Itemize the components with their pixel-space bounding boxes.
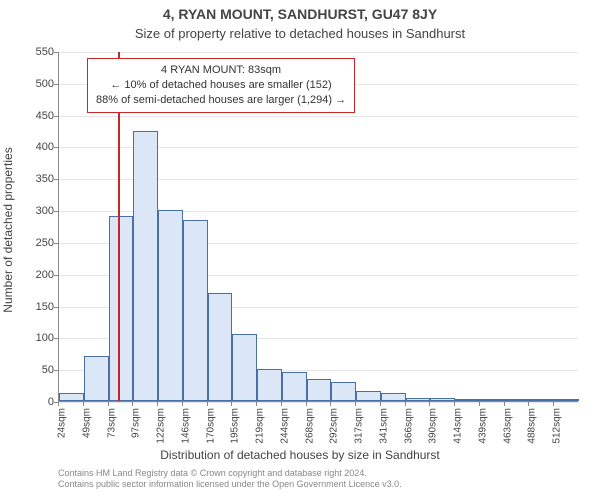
histogram-bar (356, 391, 381, 401)
chart-title-main: 4, RYAN MOUNT, SANDHURST, GU47 8JY (0, 6, 600, 22)
x-tick-mark (429, 402, 430, 406)
histogram-bar (480, 399, 505, 401)
x-tick-label: 170sqm (205, 408, 216, 444)
x-tick-label: 24sqm (57, 408, 68, 438)
histogram-bar (158, 210, 183, 401)
y-tick-label: 100 (14, 332, 54, 344)
histogram-bar (59, 393, 84, 401)
y-axis-label: Number of detached properties (1, 147, 15, 312)
chart-title-sub: Size of property relative to detached ho… (0, 26, 600, 41)
y-tick-label: 0 (14, 396, 54, 408)
x-tick-mark (281, 402, 282, 406)
y-tick-label: 450 (14, 110, 54, 122)
x-tick-mark (231, 402, 232, 406)
histogram-bar (505, 399, 530, 401)
x-tick-label: 268sqm (304, 408, 315, 444)
histogram-bar (84, 356, 109, 401)
x-tick-label: 73sqm (106, 408, 117, 438)
x-tick-mark (157, 402, 158, 406)
y-tick-label: 350 (14, 173, 54, 185)
x-tick-label: 512sqm (552, 408, 563, 444)
histogram-bar (381, 393, 406, 401)
grid-line (59, 402, 578, 403)
y-tick-label: 300 (14, 205, 54, 217)
histogram-bar (257, 369, 282, 401)
x-tick-label: 317sqm (354, 408, 365, 444)
histogram-bar (282, 372, 307, 401)
x-tick-mark (83, 402, 84, 406)
x-tick-mark (306, 402, 307, 406)
x-tick-mark (58, 402, 59, 406)
x-tick-mark (330, 402, 331, 406)
x-tick-mark (355, 402, 356, 406)
info-annotation-box: 4 RYAN MOUNT: 83sqm ← 10% of detached ho… (87, 58, 355, 113)
x-tick-mark (256, 402, 257, 406)
histogram-bar (455, 399, 480, 401)
x-tick-mark (553, 402, 554, 406)
y-tick-label: 250 (14, 237, 54, 249)
x-tick-mark (504, 402, 505, 406)
x-tick-mark (380, 402, 381, 406)
grid-line (59, 116, 578, 117)
x-tick-label: 122sqm (156, 408, 167, 444)
x-tick-label: 463sqm (502, 408, 513, 444)
x-tick-label: 244sqm (279, 408, 290, 444)
histogram-bar (232, 334, 257, 401)
x-tick-mark (182, 402, 183, 406)
footer-attribution: Contains HM Land Registry data © Crown c… (58, 468, 402, 490)
histogram-bar (183, 220, 208, 401)
info-line-1: 4 RYAN MOUNT: 83sqm (96, 63, 346, 78)
histogram-bar (133, 131, 158, 401)
y-tick-label: 550 (14, 46, 54, 58)
x-tick-label: 146sqm (180, 408, 191, 444)
histogram-bar (406, 398, 431, 401)
footer-line-2: Contains public sector information licen… (58, 479, 402, 490)
x-tick-label: 292sqm (329, 408, 340, 444)
y-tick-label: 200 (14, 269, 54, 281)
x-tick-label: 488sqm (527, 408, 538, 444)
x-tick-label: 195sqm (230, 408, 241, 444)
histogram-bar (554, 399, 579, 401)
y-tick-label: 500 (14, 78, 54, 90)
x-tick-label: 49sqm (81, 408, 92, 438)
y-tick-label: 150 (14, 301, 54, 313)
histogram-bar (430, 398, 455, 401)
info-line-3: 88% of semi-detached houses are larger (… (96, 93, 346, 108)
histogram-bar (529, 399, 554, 401)
histogram-bar (307, 379, 332, 401)
x-tick-mark (405, 402, 406, 406)
x-tick-mark (454, 402, 455, 406)
y-tick-label: 400 (14, 141, 54, 153)
x-tick-label: 366sqm (403, 408, 414, 444)
histogram-bar (109, 216, 134, 401)
footer-line-1: Contains HM Land Registry data © Crown c… (58, 468, 402, 479)
grid-line (59, 52, 578, 53)
x-tick-label: 97sqm (131, 408, 142, 438)
histogram-bar (208, 293, 233, 401)
x-tick-label: 219sqm (255, 408, 266, 444)
x-tick-mark (207, 402, 208, 406)
info-line-2: ← 10% of detached houses are smaller (15… (96, 78, 346, 93)
y-tick-label: 50 (14, 364, 54, 376)
x-tick-mark (132, 402, 133, 406)
x-tick-label: 341sqm (378, 408, 389, 444)
x-tick-mark (528, 402, 529, 406)
x-tick-label: 390sqm (428, 408, 439, 444)
x-tick-label: 439sqm (477, 408, 488, 444)
x-axis-label: Distribution of detached houses by size … (0, 448, 600, 462)
x-tick-mark (479, 402, 480, 406)
x-tick-label: 414sqm (453, 408, 464, 444)
x-tick-mark (108, 402, 109, 406)
histogram-bar (331, 382, 356, 401)
